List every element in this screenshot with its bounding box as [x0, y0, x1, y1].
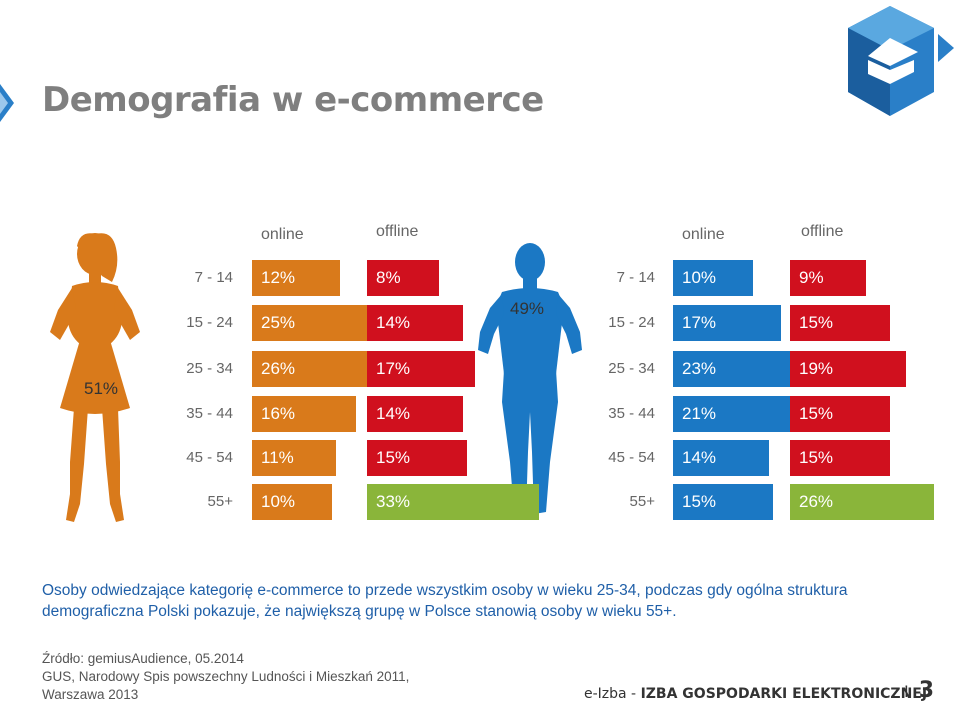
source-note: Źródło: gemiusAudience, 05.2014 GUS, Nar…	[42, 650, 409, 704]
male-offline-bar: 19%	[790, 351, 906, 387]
footer-separator: I	[904, 682, 909, 701]
female-age-label: 7 - 14	[194, 269, 233, 286]
female-age-label: 45 - 54	[186, 449, 233, 466]
source-line-1: Źródło: gemiusAudience, 05.2014	[42, 651, 244, 666]
female-age-label: 35 - 44	[186, 405, 233, 422]
female-online-bar: 16%	[252, 396, 356, 432]
left-edge-arrow-icon	[0, 84, 14, 122]
female-offline-header: offline	[376, 223, 419, 240]
male-offline-bar: 15%	[790, 440, 890, 476]
female-figure	[50, 233, 140, 522]
female-offline-bar: 14%	[367, 396, 463, 432]
source-line-2: GUS, Narodowy Spis powszechny Ludności i…	[42, 669, 410, 684]
male-online-bar: 23%	[673, 351, 805, 387]
source-line-3: Warszawa 2013	[42, 687, 139, 702]
male-online-bar: 10%	[673, 260, 753, 296]
male-age-label: 55+	[629, 493, 655, 510]
male-online-header: online	[682, 226, 725, 243]
female-share-label: 51%	[84, 379, 119, 398]
page-number-value: 3	[918, 678, 935, 703]
male-age-label: 25 - 34	[608, 360, 655, 377]
male-age-label: 35 - 44	[608, 405, 655, 422]
male-online-bar: 15%	[673, 484, 773, 520]
male-offline-bar: 9%	[790, 260, 866, 296]
male-share-label: 49%	[510, 299, 545, 318]
footer-brand-prefix: e-Izba -	[584, 686, 641, 702]
female-offline-bar: 17%	[367, 351, 475, 387]
female-online-header: online	[261, 226, 304, 243]
female-age-label: 55+	[207, 493, 233, 510]
male-offline-bar: 15%	[790, 396, 890, 432]
male-online-bar: 17%	[673, 305, 781, 341]
e-izba-logo	[848, 6, 954, 116]
male-offline-bar: 15%	[790, 305, 890, 341]
female-age-label: 25 - 34	[186, 360, 233, 377]
female-online-bar: 12%	[252, 260, 340, 296]
male-online-bar: 21%	[673, 396, 797, 432]
male-age-label: 45 - 54	[608, 449, 655, 466]
female-offline-bar: 33%	[367, 484, 539, 520]
female-age-label: 15 - 24	[186, 314, 233, 331]
description-text: Osoby odwiedzające kategorię e-commerce …	[42, 582, 848, 620]
page-title: Demografia w e-commerce	[42, 80, 544, 120]
female-offline-bar: 14%	[367, 305, 463, 341]
male-figure	[478, 243, 582, 514]
female-offline-bar: 8%	[367, 260, 439, 296]
male-offline-bar: 26%	[790, 484, 934, 520]
footer-brand-name: IZBA GOSPODARKI ELEKTRONICZNEJ	[640, 686, 928, 702]
male-offline-header: offline	[801, 223, 844, 240]
footer-brand: e-Izba - IZBA GOSPODARKI ELEKTRONICZNEJ	[584, 686, 927, 702]
female-offline-bar: 15%	[367, 440, 467, 476]
female-online-bar: 10%	[252, 484, 332, 520]
female-online-bar: 11%	[252, 440, 336, 476]
male-online-bar: 14%	[673, 440, 769, 476]
male-age-label: 7 - 14	[616, 269, 655, 286]
male-age-label: 15 - 24	[608, 314, 655, 331]
